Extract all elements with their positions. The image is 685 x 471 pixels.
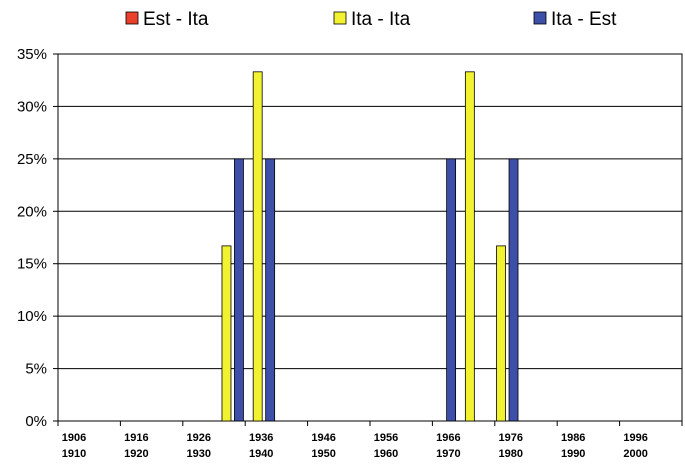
x-tick-label: 1956 [374, 432, 398, 444]
bar [265, 158, 276, 422]
x-tick-label: 1906 [62, 432, 86, 444]
x-tick-label: 1976 [499, 432, 523, 444]
legend-swatch [533, 11, 547, 25]
x-tick-label: 1980 [499, 448, 523, 460]
x-tick-label: 1940 [249, 448, 273, 460]
plot-area [57, 53, 683, 422]
x-tick-label: 2000 [623, 448, 647, 460]
y-tick-label: 15% [17, 256, 47, 273]
bar [446, 158, 457, 422]
bar [508, 158, 519, 422]
legend-label: Ita - Est [551, 9, 617, 30]
legend-label: Ita - Ita [351, 9, 411, 30]
bar [496, 245, 506, 422]
x-tick-label: 1946 [311, 432, 335, 444]
bar [221, 245, 232, 422]
x-tick-label: 1966 [436, 432, 460, 444]
x-tick-label: 1916 [124, 432, 148, 444]
y-tick-label: 20% [17, 203, 47, 220]
x-tick-label: 1950 [311, 448, 335, 460]
x-tick-label: 1936 [249, 432, 273, 444]
x-tick-label: 1960 [374, 448, 398, 460]
x-tick-label: 1910 [62, 448, 86, 460]
y-tick-label: 30% [17, 98, 47, 115]
legend-swatch [333, 11, 347, 25]
y-tick-label: 5% [25, 361, 47, 378]
legend-swatch [125, 11, 139, 25]
y-tick-label: 10% [17, 308, 47, 325]
y-tick-label: 25% [17, 151, 47, 168]
x-tick-label: 1996 [623, 432, 647, 444]
legend-label: Est - Ita [143, 9, 209, 30]
x-tick-label: 1970 [436, 448, 460, 460]
x-tick-label: 1930 [187, 448, 211, 460]
y-tick-label: 35% [17, 46, 47, 63]
x-tick-label: 1990 [561, 448, 585, 460]
x-tick-label: 1986 [561, 432, 585, 444]
x-tick-label: 1920 [124, 448, 148, 460]
bar [464, 71, 475, 422]
bar [234, 158, 244, 422]
bar [252, 71, 263, 422]
x-tick-label: 1926 [187, 432, 211, 444]
y-tick-label: 0% [25, 413, 47, 430]
